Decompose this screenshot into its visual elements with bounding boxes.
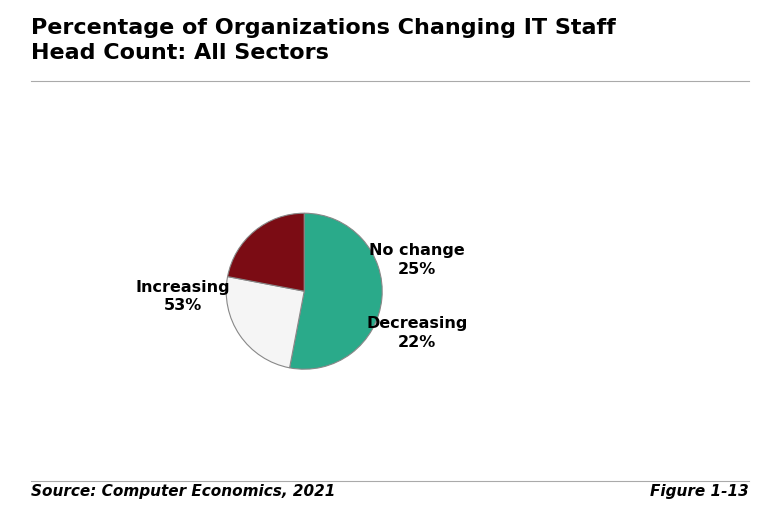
Text: Percentage of Organizations Changing IT Staff
Head Count: All Sectors: Percentage of Organizations Changing IT … bbox=[31, 18, 616, 63]
Text: Increasing: Increasing bbox=[136, 280, 231, 295]
Text: Source: Computer Economics, 2021: Source: Computer Economics, 2021 bbox=[31, 484, 335, 499]
Text: 53%: 53% bbox=[164, 298, 203, 313]
Text: 22%: 22% bbox=[398, 335, 437, 350]
Wedge shape bbox=[226, 277, 304, 368]
Wedge shape bbox=[228, 213, 304, 291]
Text: No change: No change bbox=[370, 243, 465, 258]
Text: 25%: 25% bbox=[398, 262, 437, 277]
Wedge shape bbox=[289, 213, 382, 369]
Text: Decreasing: Decreasing bbox=[367, 317, 468, 331]
Text: Figure 1-13: Figure 1-13 bbox=[650, 484, 749, 499]
